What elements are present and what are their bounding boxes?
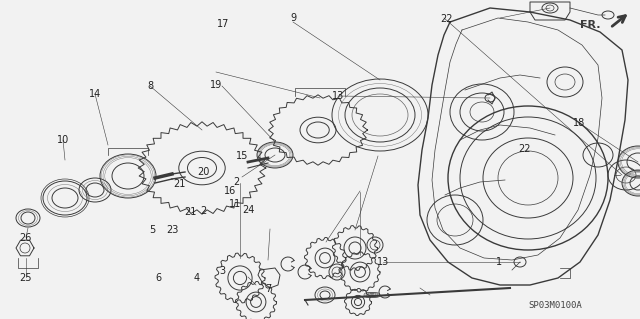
Text: 22: 22 — [518, 144, 531, 154]
Text: 18: 18 — [573, 118, 586, 128]
Text: 7: 7 — [266, 284, 272, 294]
Text: 15: 15 — [236, 151, 248, 161]
Text: 13: 13 — [332, 91, 344, 101]
Text: 17: 17 — [216, 19, 229, 29]
Text: 4: 4 — [194, 272, 200, 283]
Text: 2: 2 — [200, 205, 207, 216]
Text: 14: 14 — [88, 89, 101, 99]
Text: FR.: FR. — [580, 20, 600, 30]
Text: 10: 10 — [56, 135, 69, 145]
Text: 1: 1 — [496, 256, 502, 267]
Text: 11: 11 — [229, 199, 242, 209]
Text: 9: 9 — [290, 12, 296, 23]
Text: 16: 16 — [224, 186, 237, 197]
Text: 25: 25 — [19, 272, 32, 283]
Text: 19: 19 — [210, 80, 223, 91]
Text: 5: 5 — [149, 225, 156, 235]
Text: 22: 22 — [440, 13, 453, 24]
Text: 6: 6 — [156, 272, 162, 283]
Text: 21: 21 — [173, 179, 186, 189]
Text: 3: 3 — [220, 266, 226, 276]
Text: 26: 26 — [19, 233, 32, 243]
Text: 23: 23 — [166, 225, 179, 235]
Text: 21: 21 — [184, 207, 197, 218]
Text: 8: 8 — [147, 81, 154, 91]
Text: 2: 2 — [234, 177, 240, 187]
Text: 13: 13 — [376, 257, 389, 267]
Text: SP03M0100A: SP03M0100A — [528, 300, 582, 309]
Text: 24: 24 — [242, 205, 255, 215]
Text: 20: 20 — [197, 167, 210, 177]
